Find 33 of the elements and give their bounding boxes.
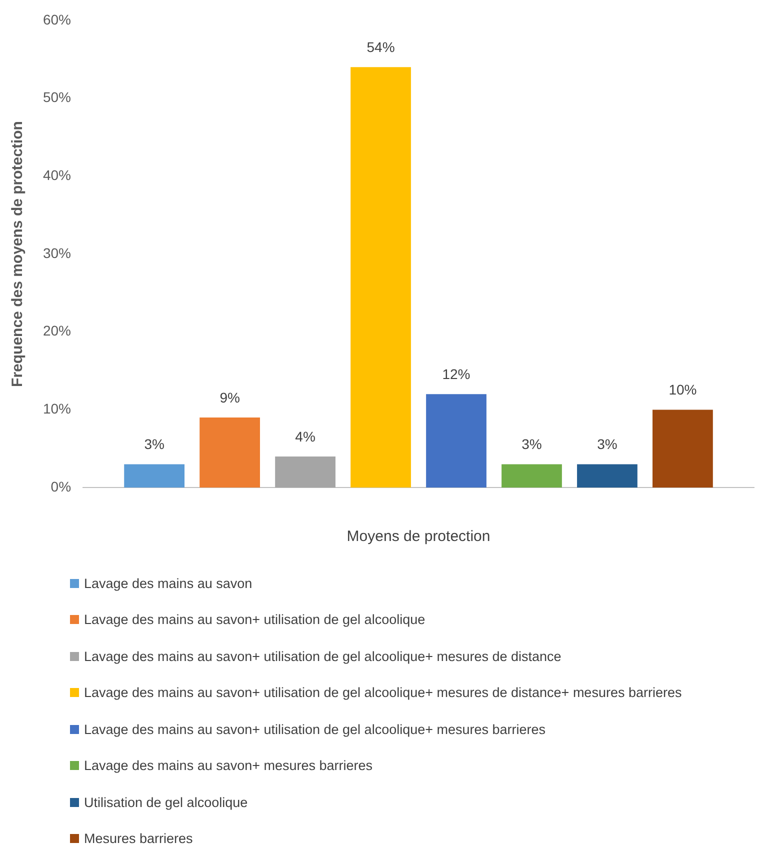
data-label: 3% <box>597 436 618 452</box>
legend-label: Mesures barrieres <box>84 831 193 846</box>
y-tick-label: 10% <box>42 400 72 417</box>
legend-label: Lavage des mains au savon+ utilisation de gel alcoolique+ mesures de distance+ mesures barrieres <box>84 685 682 700</box>
legend-label: Lavage des mains au savon <box>84 576 252 591</box>
bar <box>426 394 486 488</box>
legend-label: Lavage des mains au savon+ mesures barrieres <box>84 758 373 774</box>
bar <box>200 418 260 488</box>
data-label: 54% <box>366 38 395 55</box>
y-tick-label: 20% <box>42 322 72 339</box>
data-label: 3% <box>144 436 164 452</box>
data-label: 9% <box>220 389 240 406</box>
x-axis-title: Moyens de protection <box>346 528 490 546</box>
legend-label: Lavage des mains au savon+ utilisation de gel alcoolique+ mesures de distance <box>84 648 562 664</box>
bar <box>577 464 638 488</box>
y-tick-label: 40% <box>42 166 72 183</box>
data-label: 10% <box>668 382 697 398</box>
data-label: 12% <box>442 366 470 382</box>
legend-label: Lavage des mains au savon+ utilisation de gel alcoolique+ mesures barrieres <box>84 722 546 737</box>
y-tick-label: 0% <box>50 478 72 494</box>
y-tick-label: 30% <box>42 244 72 261</box>
bar <box>124 464 185 488</box>
bar <box>350 67 411 488</box>
y-tick-label: 60% <box>42 11 72 28</box>
bar <box>502 464 562 488</box>
data-label: 3% <box>522 436 542 452</box>
y-tick-label: 50% <box>42 89 72 106</box>
bar <box>652 410 713 488</box>
legend-label: Utilisation de gel alcoolique <box>84 794 248 810</box>
bar <box>275 456 336 488</box>
y-axis-title: Frequence des moyens de protection <box>9 121 26 387</box>
legend-label: Lavage des mains au savon+ utilisation de gel alcoolique <box>84 612 426 628</box>
data-label: 4% <box>295 428 316 444</box>
